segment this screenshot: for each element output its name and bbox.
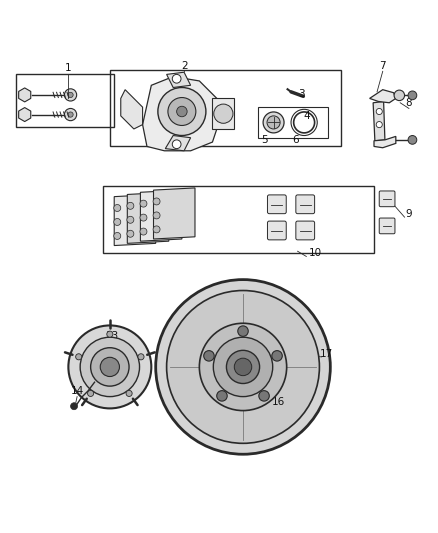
Bar	[16, 75, 114, 127]
Circle shape	[140, 200, 147, 207]
Circle shape	[68, 92, 73, 98]
FancyBboxPatch shape	[268, 221, 286, 240]
Text: 11: 11	[265, 338, 278, 348]
Circle shape	[234, 358, 252, 376]
Polygon shape	[114, 195, 155, 246]
Bar	[103, 185, 374, 253]
Text: 6: 6	[292, 135, 299, 145]
Circle shape	[226, 350, 260, 384]
Polygon shape	[143, 77, 221, 151]
Polygon shape	[370, 90, 396, 103]
Polygon shape	[279, 390, 285, 397]
Text: 5: 5	[261, 135, 268, 145]
Circle shape	[238, 326, 248, 336]
FancyBboxPatch shape	[296, 221, 314, 240]
Circle shape	[214, 104, 233, 123]
Text: 1: 1	[65, 63, 72, 73]
Polygon shape	[374, 136, 396, 148]
Circle shape	[140, 214, 147, 221]
FancyBboxPatch shape	[268, 195, 286, 214]
Polygon shape	[121, 90, 143, 129]
Circle shape	[71, 403, 78, 410]
Circle shape	[114, 205, 121, 212]
Circle shape	[408, 135, 417, 144]
Circle shape	[259, 391, 269, 401]
Polygon shape	[19, 108, 31, 122]
Circle shape	[376, 122, 382, 128]
Circle shape	[80, 337, 140, 397]
Circle shape	[213, 337, 273, 397]
Circle shape	[172, 140, 181, 149]
Text: 12: 12	[119, 344, 132, 354]
Text: 9: 9	[406, 209, 412, 219]
Polygon shape	[153, 188, 195, 239]
Circle shape	[68, 326, 151, 408]
Circle shape	[140, 228, 147, 235]
Circle shape	[153, 226, 160, 233]
Circle shape	[64, 89, 77, 101]
FancyBboxPatch shape	[379, 218, 395, 234]
Circle shape	[68, 112, 73, 117]
Bar	[258, 107, 328, 138]
Circle shape	[272, 351, 283, 361]
Circle shape	[127, 230, 134, 237]
Circle shape	[251, 386, 265, 400]
Circle shape	[166, 290, 319, 443]
Circle shape	[408, 91, 417, 100]
Text: 17: 17	[319, 349, 332, 359]
Circle shape	[255, 390, 261, 396]
Circle shape	[158, 87, 206, 135]
Circle shape	[394, 90, 405, 101]
Circle shape	[204, 351, 214, 361]
FancyBboxPatch shape	[296, 195, 314, 214]
Circle shape	[127, 216, 134, 223]
Text: 15: 15	[245, 397, 258, 407]
Circle shape	[177, 106, 187, 117]
Circle shape	[64, 108, 77, 120]
Circle shape	[100, 357, 120, 376]
Circle shape	[217, 391, 227, 401]
Circle shape	[376, 108, 382, 115]
Text: 8: 8	[406, 98, 412, 108]
Bar	[212, 99, 234, 129]
Text: 10: 10	[308, 248, 321, 259]
Polygon shape	[166, 72, 191, 87]
Circle shape	[107, 331, 113, 337]
Text: 3: 3	[299, 89, 305, 99]
Circle shape	[138, 354, 144, 360]
Polygon shape	[276, 386, 289, 400]
Bar	[110, 70, 341, 147]
Circle shape	[76, 354, 82, 360]
Text: 14: 14	[71, 386, 84, 396]
Polygon shape	[141, 190, 182, 241]
Text: 7: 7	[379, 61, 386, 71]
Circle shape	[155, 280, 330, 454]
Circle shape	[127, 203, 134, 209]
Text: 16: 16	[271, 397, 285, 407]
Polygon shape	[19, 88, 31, 102]
Circle shape	[172, 75, 181, 83]
FancyBboxPatch shape	[379, 191, 395, 207]
Ellipse shape	[263, 112, 284, 133]
Text: 2: 2	[181, 61, 187, 71]
Polygon shape	[127, 192, 169, 244]
Circle shape	[153, 198, 160, 205]
Circle shape	[91, 348, 129, 386]
Circle shape	[199, 323, 287, 410]
Circle shape	[168, 98, 196, 125]
Polygon shape	[165, 135, 191, 151]
Ellipse shape	[267, 116, 280, 129]
Text: 13: 13	[106, 332, 119, 341]
Polygon shape	[373, 101, 385, 141]
Circle shape	[153, 212, 160, 219]
Circle shape	[126, 390, 132, 397]
Text: 4: 4	[303, 111, 310, 121]
Circle shape	[88, 390, 94, 397]
Circle shape	[114, 219, 121, 225]
Circle shape	[114, 232, 121, 239]
